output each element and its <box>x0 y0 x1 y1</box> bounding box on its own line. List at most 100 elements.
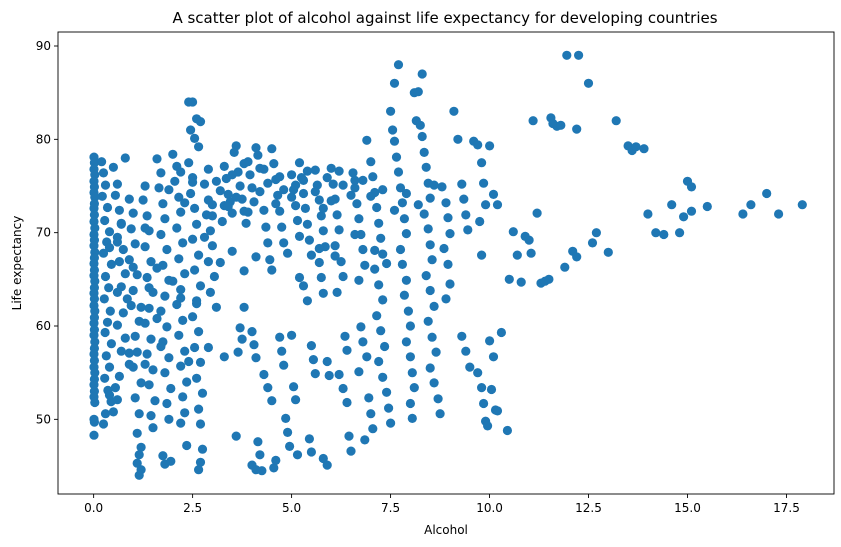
data-point <box>249 340 259 350</box>
data-point <box>524 235 534 245</box>
data-point <box>207 241 217 251</box>
data-point <box>306 341 316 351</box>
data-point <box>174 254 184 264</box>
data-point <box>251 143 261 153</box>
data-point <box>360 260 370 270</box>
data-point <box>166 383 176 394</box>
data-point <box>197 444 208 454</box>
data-point <box>477 158 487 168</box>
data-point <box>207 211 217 221</box>
data-point <box>304 434 314 444</box>
data-point <box>154 183 164 193</box>
data-point <box>457 179 467 189</box>
data-point <box>162 244 172 255</box>
data-point <box>326 163 336 173</box>
data-point <box>679 212 689 222</box>
data-point <box>358 244 368 255</box>
data-point <box>774 209 784 219</box>
data-point <box>611 116 621 126</box>
data-point <box>211 176 221 186</box>
data-point <box>188 97 198 107</box>
data-point <box>186 125 196 135</box>
data-point <box>148 423 158 433</box>
data-point <box>98 168 109 178</box>
data-point <box>89 349 99 359</box>
data-point <box>104 227 115 237</box>
data-point <box>300 203 310 213</box>
data-point <box>391 152 402 162</box>
data-point <box>180 269 190 279</box>
data-point <box>562 50 572 60</box>
data-point <box>401 275 411 285</box>
data-point <box>603 247 613 257</box>
data-point <box>227 246 237 256</box>
data-point <box>261 222 271 232</box>
data-point <box>194 327 204 337</box>
data-point <box>340 331 350 341</box>
data-point <box>108 162 118 172</box>
data-point <box>142 211 152 221</box>
data-point <box>427 332 437 342</box>
data-point <box>386 106 396 116</box>
data-point <box>372 202 382 213</box>
data-point <box>423 224 433 234</box>
data-point <box>120 269 130 279</box>
data-point <box>90 337 100 347</box>
y-axis-label: Life expectancy <box>10 216 24 311</box>
data-point <box>132 270 142 280</box>
data-point <box>556 120 566 130</box>
data-point <box>399 290 409 300</box>
data-point <box>275 206 285 216</box>
data-point <box>130 239 140 249</box>
data-point <box>479 178 489 188</box>
data-point <box>89 258 99 269</box>
data-point <box>395 244 406 255</box>
data-point <box>89 318 99 328</box>
data-point <box>435 409 445 419</box>
data-point <box>306 447 316 457</box>
data-point <box>393 167 404 177</box>
data-point <box>90 306 100 316</box>
data-point <box>263 238 273 248</box>
data-point <box>241 218 251 228</box>
data-point <box>231 192 241 202</box>
data-point <box>273 190 283 200</box>
y-tick-label: 80 <box>36 132 51 146</box>
data-point <box>762 188 772 199</box>
data-point <box>465 362 475 372</box>
data-point <box>207 200 217 210</box>
data-point <box>156 306 166 316</box>
data-point <box>112 179 122 189</box>
data-point <box>197 388 208 398</box>
data-point <box>192 373 202 383</box>
data-point <box>667 200 677 210</box>
data-point <box>461 210 471 220</box>
y-axis-ticks: 50 60 70 80 90 <box>36 39 58 426</box>
data-point <box>190 133 200 143</box>
data-point <box>332 210 342 220</box>
data-point <box>128 208 138 218</box>
data-point <box>235 181 245 191</box>
data-point <box>132 428 142 438</box>
data-point <box>316 272 326 283</box>
data-point <box>686 206 697 216</box>
data-point <box>291 201 301 211</box>
data-point <box>194 250 204 260</box>
data-point <box>90 397 100 408</box>
data-point <box>352 199 362 209</box>
data-point <box>104 390 115 400</box>
data-point <box>425 285 435 296</box>
data-point <box>100 271 111 282</box>
data-point <box>314 243 324 254</box>
data-point <box>152 154 162 164</box>
data-point <box>100 409 111 419</box>
data-point <box>292 215 303 226</box>
data-point <box>374 280 384 290</box>
data-point <box>346 190 356 200</box>
data-point <box>338 383 348 394</box>
data-point <box>194 142 204 152</box>
data-point <box>140 181 150 191</box>
data-point <box>431 347 441 357</box>
y-tick-label: 90 <box>36 39 51 53</box>
data-point <box>429 378 439 388</box>
